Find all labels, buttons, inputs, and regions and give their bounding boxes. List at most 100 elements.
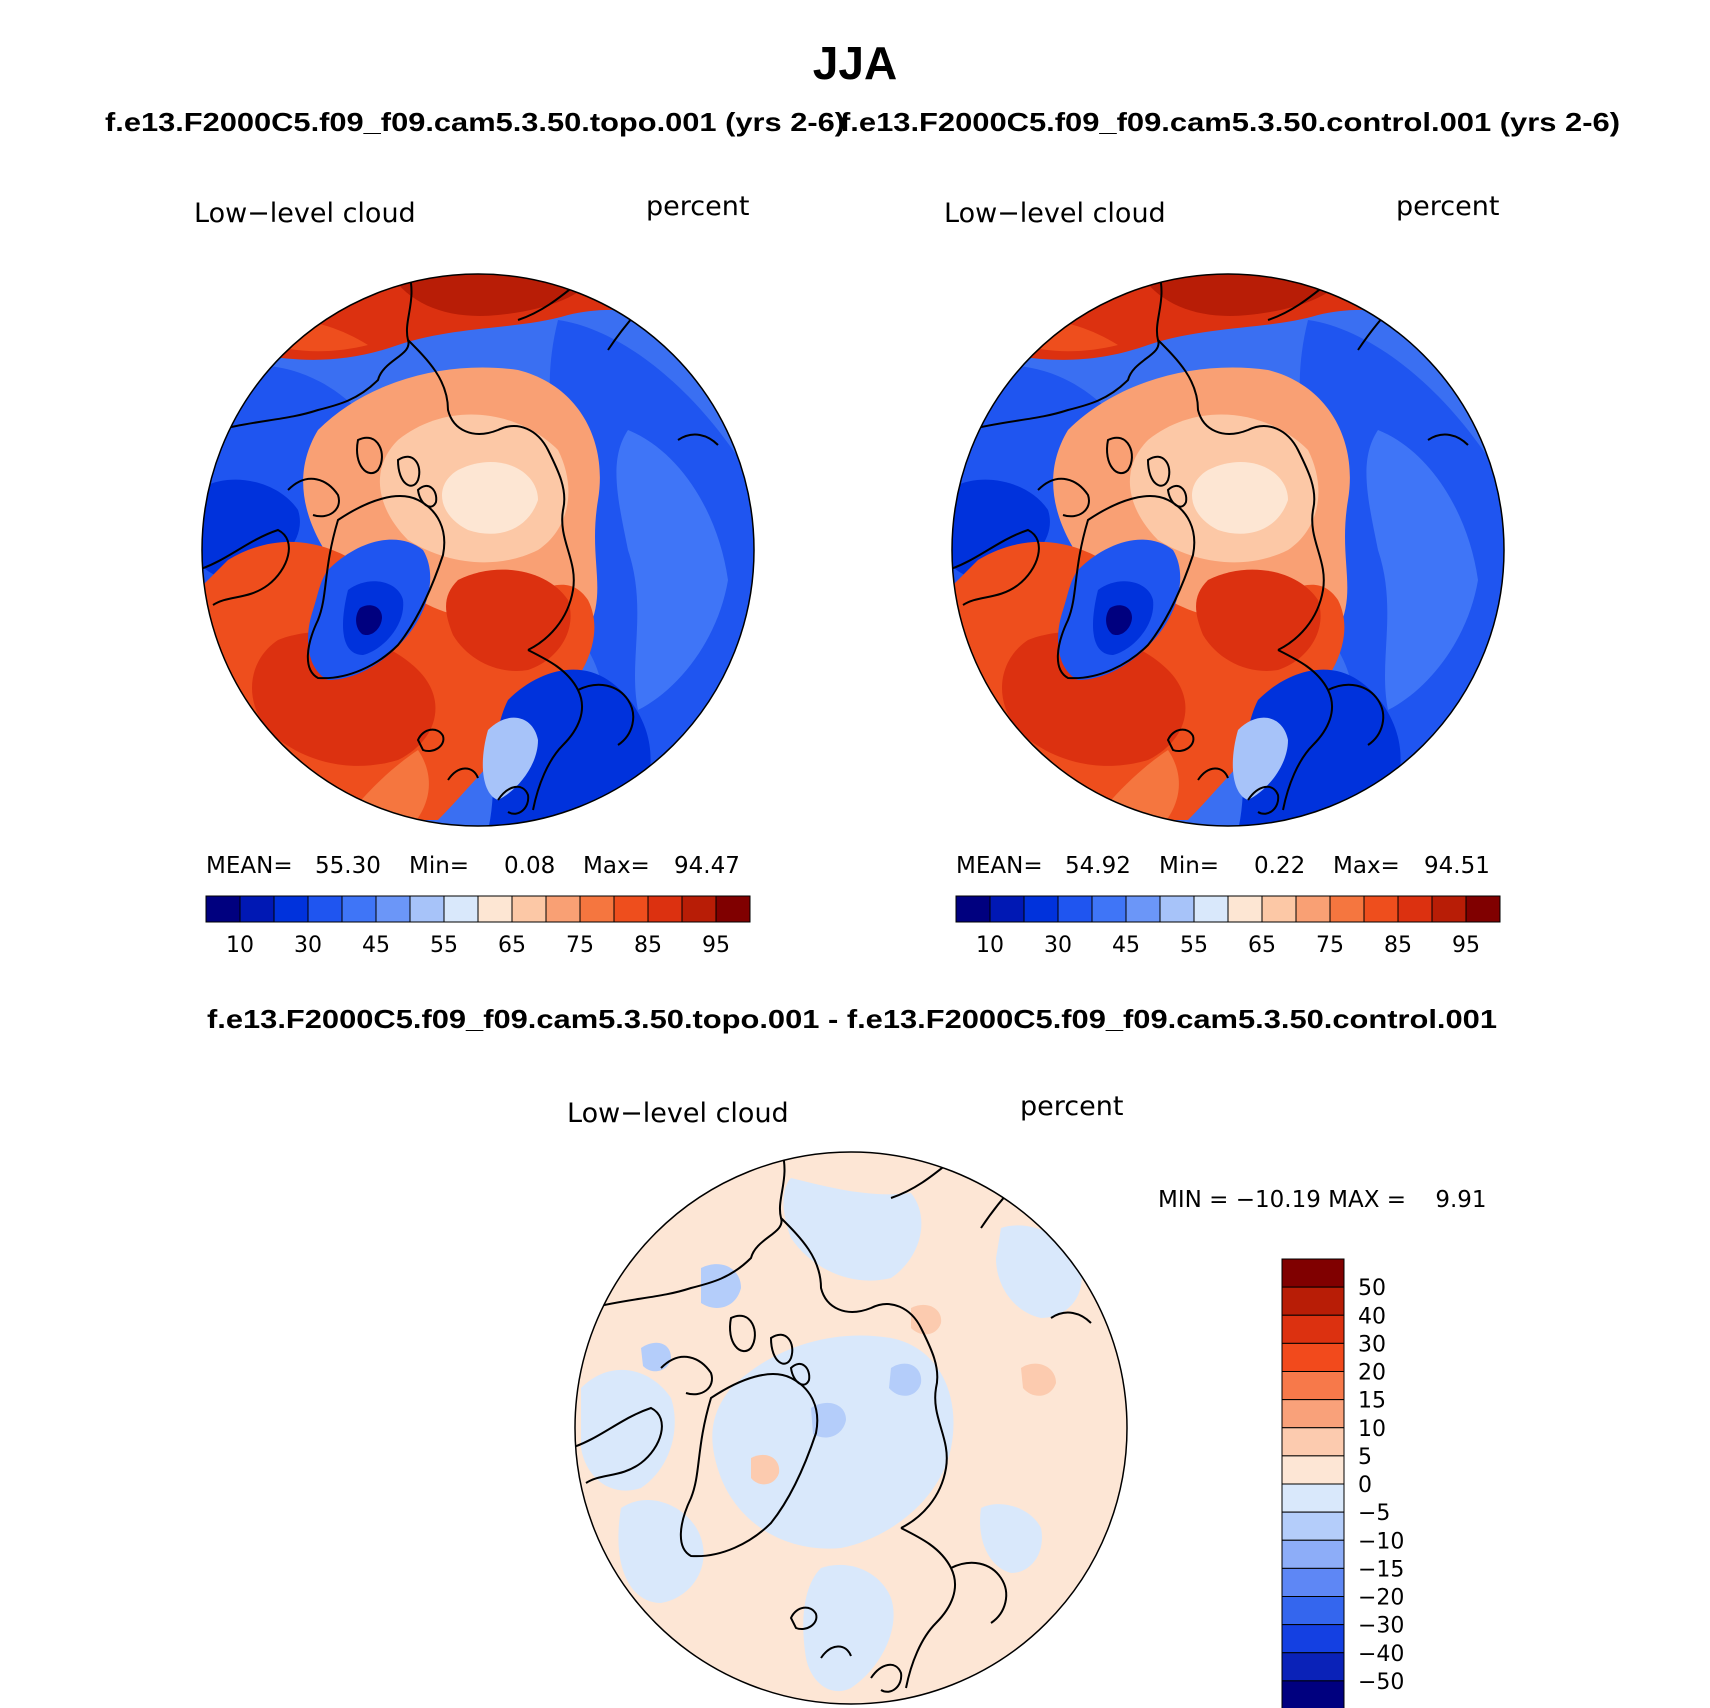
- map-border: [951, 273, 1505, 827]
- stat-mean-label: MEAN=: [206, 853, 293, 879]
- colorbar-swatch: [1295, 895, 1331, 923]
- colorbar-swatch: [1281, 1652, 1345, 1682]
- map-border: [201, 273, 755, 827]
- colorbar-tick-label: 95: [1452, 933, 1480, 958]
- colorbar-swatch: [1227, 895, 1263, 923]
- colorbar-swatch: [273, 895, 309, 923]
- colorbar-tick-label: −40: [1358, 1642, 1404, 1667]
- stat-max: 94.51: [1424, 853, 1490, 879]
- colorbar-tick-label: 10: [1358, 1417, 1386, 1442]
- colorbar-swatch: [443, 895, 479, 923]
- units-label: percent: [1020, 1091, 1123, 1122]
- colorbar-swatch: [1091, 895, 1127, 923]
- polar-map: [952, 274, 1504, 826]
- colorbar-swatch: [1431, 895, 1467, 923]
- colorbar-swatch: [1397, 895, 1433, 923]
- map-border: [574, 1151, 1128, 1705]
- stat-min: 0.22: [1254, 853, 1305, 879]
- colorbar-swatch: [1193, 895, 1229, 923]
- colorbar-swatch: [1261, 895, 1297, 923]
- diff-minmax: MIN = −10.19 MAX = 9.91: [1158, 1187, 1487, 1213]
- colorbar-swatch: [1057, 895, 1093, 923]
- colorbar-swatch: [1281, 1258, 1345, 1288]
- colorbar-tick-label: 15: [1358, 1389, 1386, 1414]
- colorbar-swatch: [1023, 895, 1059, 923]
- colorbar-swatch: [545, 895, 581, 923]
- colorbar-tick-label: 5: [1358, 1445, 1372, 1470]
- colorbar-tick-label: −5: [1358, 1501, 1390, 1526]
- stat-max-label: Max=: [583, 853, 650, 879]
- colorbar-horizontal: 10 30 45 55 65 75 85 95: [955, 895, 1501, 958]
- colorbar-tick-label: 85: [1384, 933, 1412, 958]
- colorbar-swatch: [613, 895, 649, 923]
- variable-label: Low−level cloud: [944, 198, 1166, 229]
- diff-title: f.e13.F2000C5.f09_f09.cam5.3.50.topo.001…: [207, 1004, 1497, 1034]
- colorbar-swatch: [1281, 1624, 1345, 1654]
- colorbar-swatch: [1281, 1314, 1345, 1344]
- colorbar-swatch: [1281, 1483, 1345, 1513]
- variable-label: Low−level cloud: [567, 1098, 789, 1129]
- colorbar-swatch: [715, 895, 751, 923]
- colorbar-swatch: [1465, 895, 1501, 923]
- panel-control: f.e13.F2000C5.f09_f09.cam5.3.50.control.…: [840, 107, 1620, 958]
- colorbar-swatch: [1281, 1680, 1345, 1708]
- colorbar-tick-label: 95: [702, 933, 730, 958]
- colorbar-tick-label: −50: [1358, 1670, 1404, 1695]
- polar-map: [575, 1152, 1127, 1704]
- colorbar-tick-label: 55: [430, 933, 458, 958]
- colorbar-swatch: [647, 895, 683, 923]
- colorbar-swatch: [1281, 1511, 1345, 1541]
- colorbar-tick-label: 0: [1358, 1473, 1372, 1498]
- colorbar-tick-label: 65: [1248, 933, 1276, 958]
- colorbar-swatch: [1125, 895, 1161, 923]
- stat-max-label: Max=: [1333, 853, 1400, 879]
- colorbar-swatch: [1329, 895, 1365, 923]
- stat-mean: 55.30: [315, 853, 381, 879]
- colorbar-tick-label: −20: [1358, 1586, 1404, 1611]
- colorbar-swatch: [1281, 1539, 1345, 1569]
- colorbar-swatch: [375, 895, 411, 923]
- colorbar-tick-label: 10: [976, 933, 1004, 958]
- colorbar-swatch: [1281, 1371, 1345, 1401]
- colorbar-swatch: [1281, 1455, 1345, 1485]
- colorbar-tick-label: 65: [498, 933, 526, 958]
- colorbar-swatch: [1363, 895, 1399, 923]
- colorbar-tick-label: 85: [634, 933, 662, 958]
- units-label: percent: [646, 191, 749, 222]
- colorbar-tick-label: 45: [1112, 933, 1140, 958]
- colorbar-swatch: [1281, 1596, 1345, 1626]
- colorbar-swatch: [955, 895, 991, 923]
- colorbar-swatch: [239, 895, 275, 923]
- stat-mean-label: MEAN=: [956, 853, 1043, 879]
- colorbar-tick-label: 10: [226, 933, 254, 958]
- colorbar-tick-label: 40: [1358, 1304, 1386, 1329]
- colorbar-swatch: [1281, 1399, 1345, 1429]
- colorbar-swatch: [681, 895, 717, 923]
- colorbar-tick-label: 20: [1358, 1361, 1386, 1386]
- colorbar-swatch: [341, 895, 377, 923]
- colorbar-swatch: [511, 895, 547, 923]
- colorbar-tick-label: −10: [1358, 1529, 1404, 1554]
- colorbar-swatch: [1159, 895, 1195, 923]
- colorbar-tick-label: 30: [294, 933, 322, 958]
- colorbar-tick-label: 50: [1358, 1276, 1386, 1301]
- figure-title: JJA: [813, 37, 897, 89]
- colorbar-swatch: [409, 895, 445, 923]
- colorbar-swatch: [579, 895, 615, 923]
- stat-min: 0.08: [504, 853, 555, 879]
- panel-difference: f.e13.F2000C5.f09_f09.cam5.3.50.topo.001…: [207, 1004, 1497, 1708]
- stat-min-label: Min=: [1159, 853, 1219, 879]
- colorbar-horizontal: 10 30 45 55 65 75 85 95: [205, 895, 751, 958]
- colorbar-tick-label: −15: [1358, 1557, 1404, 1582]
- colorbar-swatch: [989, 895, 1025, 923]
- panel-topo: f.e13.F2000C5.f09_f09.cam5.3.50.topo.001…: [105, 107, 845, 958]
- stat-min-label: Min=: [409, 853, 469, 879]
- colorbar-tick-label: 30: [1044, 933, 1072, 958]
- units-label: percent: [1396, 191, 1499, 222]
- colorbar-swatch: [1281, 1286, 1345, 1316]
- colorbar-tick-label: 55: [1180, 933, 1208, 958]
- colorbar-swatch: [1281, 1342, 1345, 1372]
- colorbar-tick-label: 30: [1358, 1332, 1386, 1357]
